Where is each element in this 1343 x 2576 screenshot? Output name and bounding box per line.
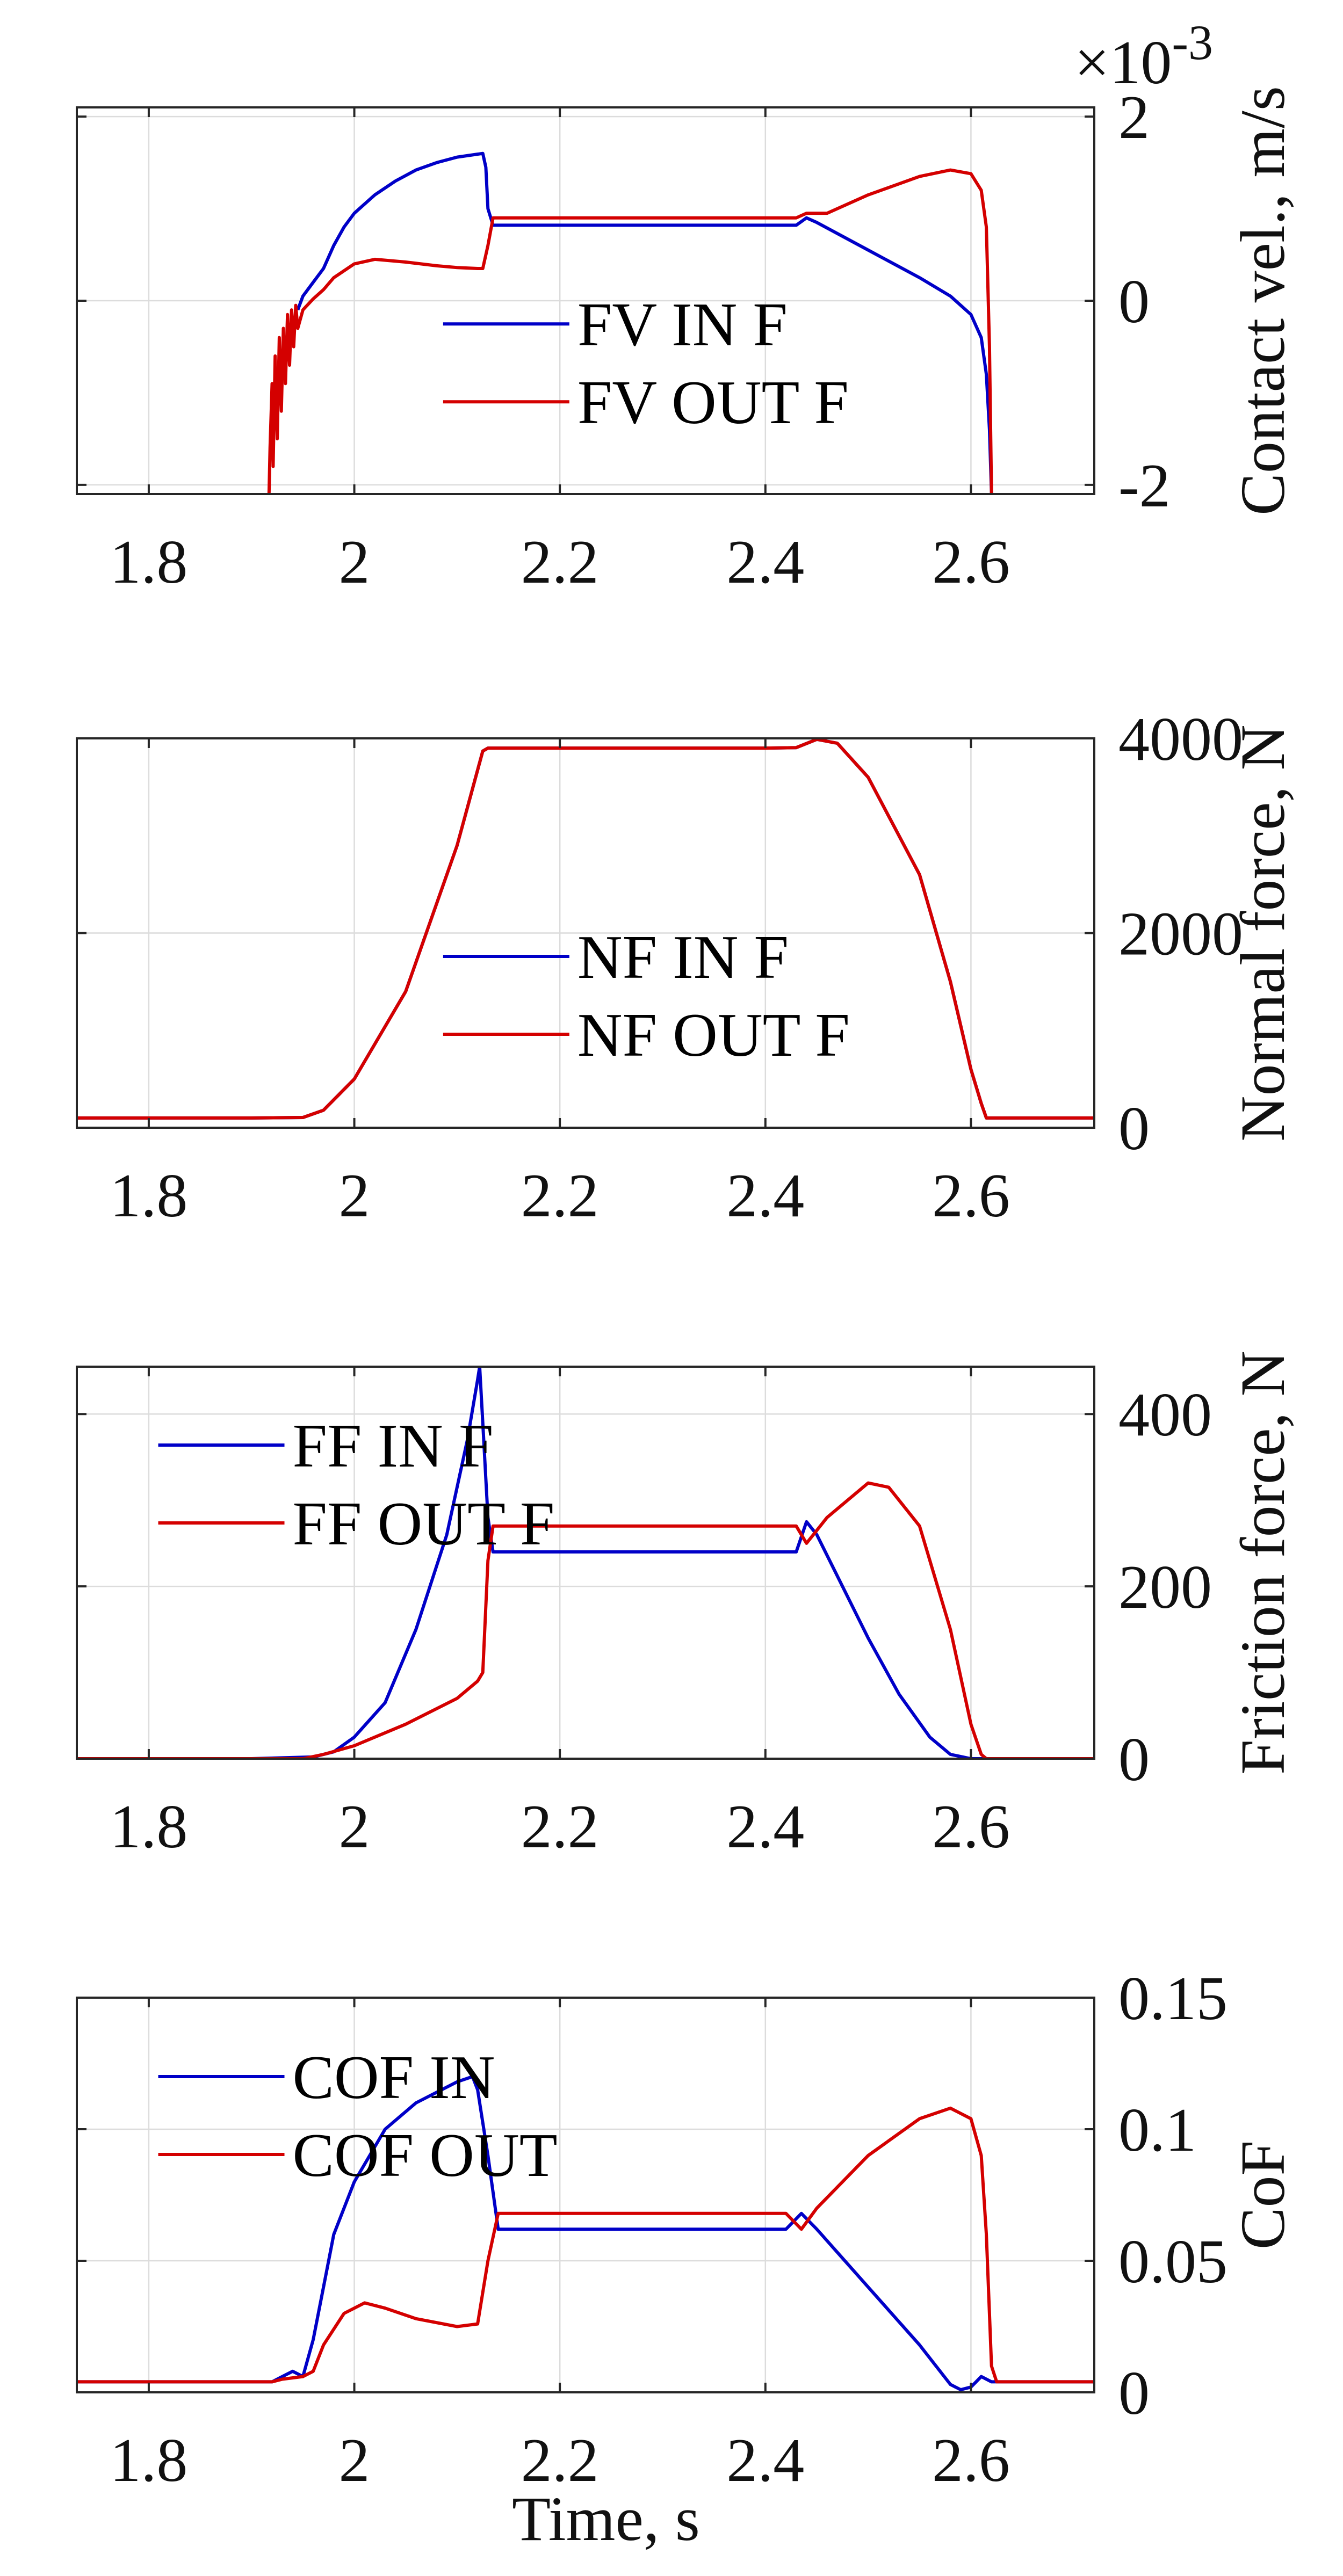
y-axis-label: Normal force, N bbox=[1228, 724, 1298, 1142]
legend-label-2: NF OUT F bbox=[577, 1001, 850, 1070]
y-tick-label: 0.15 bbox=[1118, 1964, 1228, 2033]
y-axis-label: Friction force, N bbox=[1228, 1351, 1298, 1775]
x-axis-label: Time, s bbox=[512, 2484, 700, 2554]
y-multiplier-exponent: -3 bbox=[1172, 15, 1213, 70]
y-tick-label: 400 bbox=[1118, 1381, 1212, 1449]
x-tick-label: 2 bbox=[339, 1162, 370, 1230]
x-tick-label: 2.4 bbox=[726, 1793, 804, 1861]
x-tick-label: 2.2 bbox=[521, 2426, 599, 2495]
legend: FF IN F FF OUT F bbox=[158, 1412, 555, 1558]
series-line-1 bbox=[77, 2075, 1094, 2392]
y-tick-label: 200 bbox=[1118, 1553, 1212, 1622]
y-tick-label: 4000 bbox=[1118, 705, 1243, 774]
x-tick-label: 1.8 bbox=[110, 528, 187, 597]
y-tick-label: 0.05 bbox=[1118, 2227, 1228, 2296]
x-tick-label: 2 bbox=[339, 2426, 370, 2495]
x-tick-label: 2 bbox=[339, 528, 370, 597]
x-tick-label: 2.4 bbox=[726, 2426, 804, 2495]
series-line-2 bbox=[77, 1481, 1094, 1759]
chart-panel-4: 1.8 2 2.2 2.4 2.6 0 0.05 0.1 0.15 CoF Time, s COF I… bbox=[76, 1964, 1298, 2554]
y-tick-label: 2000 bbox=[1118, 900, 1243, 969]
legend-label-1: COF IN bbox=[293, 2043, 495, 2112]
series-line-2 bbox=[267, 168, 993, 494]
legend-label-1: FF IN F bbox=[293, 1412, 494, 1481]
x-tick-label: 2.6 bbox=[932, 2426, 1010, 2495]
x-tick-label: 1.8 bbox=[110, 2426, 187, 2495]
legend: NF IN F NF OUT F bbox=[443, 923, 850, 1070]
x-tick-label: 2.6 bbox=[932, 528, 1010, 597]
y-tick-label: 0 bbox=[1118, 1725, 1150, 1794]
x-tick-label: 2.2 bbox=[521, 1162, 599, 1230]
chart-panel-3: 1.8 2 2.2 2.4 2.6 0 200 400 Friction force, N FF … bbox=[76, 1351, 1298, 1861]
legend: COF IN COF OUT bbox=[158, 2043, 558, 2190]
y-tick-label: 0 bbox=[1118, 267, 1150, 336]
y-tick-label: 0 bbox=[1118, 2359, 1150, 2428]
x-tick-label: 2.6 bbox=[932, 1162, 1010, 1230]
legend-label-1: FV IN F bbox=[577, 291, 788, 359]
legend-label-2: FF OUT F bbox=[293, 1490, 555, 1558]
x-tick-label: 2.4 bbox=[726, 528, 804, 597]
x-tick-label: 2.2 bbox=[521, 528, 599, 597]
legend-label-2: COF OUT bbox=[293, 2121, 558, 2190]
x-tick-label: 1.8 bbox=[110, 1162, 187, 1230]
x-tick-label: 2.6 bbox=[932, 1793, 1010, 1861]
y-axis-label: Contact vel., m/s bbox=[1228, 86, 1298, 516]
x-tick-label: 2.4 bbox=[726, 1162, 804, 1230]
y-tick-label: 0 bbox=[1118, 1094, 1150, 1163]
chart-panel-1: 1.8 2 2.2 2.4 2.6 -2 0 2 Contact vel., m/s×10-3 F… bbox=[76, 15, 1298, 597]
legend: FV IN F FV OUT F bbox=[443, 291, 849, 437]
legend-label-2: FV OUT F bbox=[577, 368, 849, 437]
x-tick-label: 2.2 bbox=[521, 1793, 599, 1861]
plot-area bbox=[77, 1998, 1094, 2392]
x-tick-label: 1.8 bbox=[110, 1793, 187, 1861]
y-tick-label: 0.1 bbox=[1118, 2096, 1196, 2165]
axes-box bbox=[76, 1997, 1095, 2393]
y-axis-label: CoF bbox=[1228, 2140, 1298, 2250]
series-line-2 bbox=[77, 2106, 1094, 2384]
series-line-2 bbox=[77, 738, 1094, 1120]
x-tick-label: 2 bbox=[339, 1793, 370, 1861]
plot-area bbox=[77, 1367, 1094, 1759]
y-tick-label: 2 bbox=[1118, 83, 1150, 152]
legend-label-1: NF IN F bbox=[577, 923, 789, 992]
y-multiplier: ×10-3 bbox=[1074, 15, 1213, 97]
y-tick-label: -2 bbox=[1118, 452, 1171, 520]
axes-box bbox=[76, 1366, 1095, 1760]
series-line-1 bbox=[296, 151, 993, 494]
